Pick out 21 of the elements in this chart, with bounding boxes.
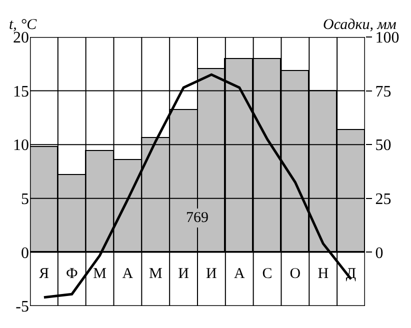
y2-tick-label: 75 [375,83,392,100]
y-tick-label: 0 [21,244,29,262]
y2-tick-label: 0 [375,244,384,262]
x-tick-label: О [290,266,301,282]
y-tick-label: -5 [16,298,29,316]
x-tick-label: М [93,266,106,282]
y2-tick-label: 50 [375,137,392,154]
x-tick-label: Ф [66,266,78,282]
y2-tick-label: 25 [375,191,392,208]
x-tick-label: А [122,266,134,282]
y-tick-label: 5 [21,191,29,208]
x-tick-label: И [206,266,218,282]
x-tick-label: А [234,266,245,282]
x-tick-label: Н [318,266,329,282]
x-tick-label: Я [38,266,49,282]
y-tick-label: 10 [13,137,29,154]
x-tick-label: С [262,266,272,282]
x-tick-label: М [148,266,162,282]
y-tick-label: 15 [13,83,29,100]
x-tick-label: И [178,266,190,282]
annotation: 769 [186,210,208,226]
